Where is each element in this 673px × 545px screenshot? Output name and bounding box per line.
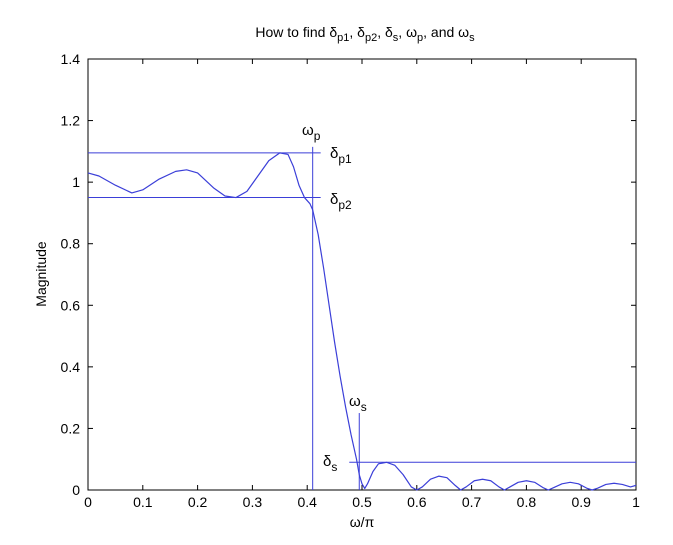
annot-dp1-sym: δ [330,145,338,162]
annot-dp1: δp1 [330,145,352,166]
y-tick-label: 0.8 [61,236,81,252]
x-tick-label: 1 [632,494,640,510]
annot-dp2-sym: δ [330,191,338,208]
x-tick-label: 0.7 [462,494,482,510]
y-tick-label: 0.4 [61,359,81,375]
x-tick-label: 0.4 [297,494,317,510]
x-tick-label: 0.5 [352,494,372,510]
y-tick-label: 0 [72,482,80,498]
plot-frame [87,58,637,491]
y-tick-label: 0.2 [61,420,81,436]
annot-wp-sym: ω [302,122,314,139]
annot-ws-sub: s [361,400,367,414]
annot-ws-sym: ω [349,393,361,410]
x-tick-label: 0.1 [133,494,153,510]
annot-wp: ωp [302,122,321,143]
annot-dp1-sub: p1 [338,152,352,166]
reference-lines [88,146,636,490]
y-tick-label: 0.6 [61,297,81,313]
axis-ticks [87,58,637,491]
chart-title: How to find δp1, δp2, δs, ωp, and ωs [255,24,475,44]
title-d3: δ [385,24,393,40]
annot-dp2: δp2 [330,191,352,212]
title-w2: ω [458,24,469,40]
axis-tick-labels: 0 0.1 0.2 0.3 0.4 0.5 0.6 0.7 0.8 0.9 1 0 0.2 0.4 0.6 0… [61,51,641,510]
title-d2-sub: p2 [365,32,377,44]
series-group [87,152,637,491]
title-sep1: , [349,24,357,40]
annot-wp-sub: p [314,129,321,143]
title-w2-sub: s [469,32,475,44]
x-tick-label: 0.6 [407,494,427,510]
annot-ws: ωs [349,393,367,414]
annot-ds-sub: s [331,460,337,474]
y-tick-label: 1.2 [61,113,81,129]
series-line [87,152,637,491]
title-sep3: , [398,24,406,40]
title-w1: ω [406,24,417,40]
y-tick-label: 1 [72,174,80,190]
x-tick-label: 0.9 [571,494,591,510]
title-sep4: , and [423,24,458,40]
title-d3-sub: s [393,32,399,44]
y-axis-label: Magnitude [33,241,49,307]
title-sep2: , [377,24,385,40]
title-d1-sub: p1 [337,32,349,44]
x-tick-label: 0.8 [517,494,537,510]
title-d1: δ [329,24,337,40]
x-axis-label: ω/π [350,514,375,530]
y-tick-label: 1.4 [61,51,81,67]
annot-ds-sym: δ [323,453,331,470]
title-lead: How to find [255,24,329,40]
title-d2: δ [357,24,365,40]
x-tick-label: 0 [84,494,92,510]
x-tick-label: 0.2 [188,494,208,510]
annot-dp2-sub: p2 [338,198,352,212]
title-w1-sub: p [417,32,423,44]
x-tick-label: 0.3 [243,494,263,510]
annot-ds: δs [323,453,337,474]
